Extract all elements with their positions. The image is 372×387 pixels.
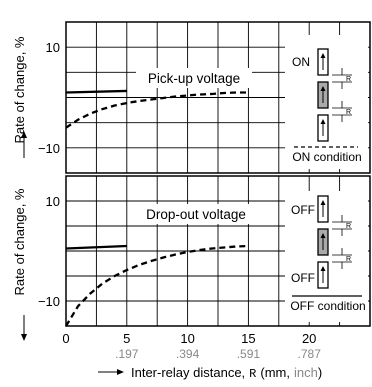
legend-off: OFF OFF R R OFF condition xyxy=(285,191,368,322)
x-tick-label-inch: .394 xyxy=(176,347,200,361)
legend-off-state-label-top: OFF xyxy=(291,203,315,217)
legend-off-relay-3-arrowhead xyxy=(320,266,326,271)
y-tick-label: −10 xyxy=(38,141,60,156)
x-tick-labels: 0 5.197 10.394 15.591 20.787 xyxy=(62,331,321,361)
bottom-y-arrow-head xyxy=(21,334,27,341)
bottom-title-background xyxy=(134,204,258,224)
top-panel-title: Pick-up voltage xyxy=(148,71,240,86)
y-tick-label: 10 xyxy=(46,40,60,55)
x-axis-arrow-head xyxy=(117,369,124,375)
legend-on-gap-1-r: R xyxy=(346,76,351,83)
bottom-y-axis-label: Rate of change, % xyxy=(12,188,27,295)
x-tick-label-inch: .787 xyxy=(298,347,322,361)
legend-on: ON R R ON condition xyxy=(285,35,368,169)
legend-on-state-label: ON xyxy=(292,55,310,69)
legend-off-gap-2-r: R xyxy=(346,256,351,263)
legend-on-relay-2-arrowhead xyxy=(320,86,326,91)
series-solid-bottom xyxy=(65,244,127,250)
legend-on-relay-3-arrowhead xyxy=(320,119,326,124)
legend-on-gap-2-r: R xyxy=(346,109,351,116)
legend-off-condition: OFF condition xyxy=(290,299,365,313)
legend-on-condition: ON condition xyxy=(292,150,361,164)
top-title-background xyxy=(136,68,252,88)
x-tick-label-inch: .197 xyxy=(115,347,139,361)
legend-off-gap-1-r: R xyxy=(346,223,351,230)
top-y-axis-label: Rate of change, % xyxy=(12,36,27,143)
bottom-y-axis-label-group: Rate of change, % xyxy=(12,188,27,295)
x-tick-label: 0 xyxy=(62,331,69,346)
x-tick-label-inch: .591 xyxy=(237,347,261,361)
y-tick-label: −10 xyxy=(38,294,60,309)
top-y-axis-label-group: Rate of change, % xyxy=(12,36,27,143)
x-tick-label: 5 xyxy=(123,331,130,346)
top-series xyxy=(65,89,249,129)
legend-off-relay-2-arrowhead xyxy=(320,233,326,238)
top-y-arrow-head xyxy=(21,131,27,138)
x-axis-label-var: R xyxy=(249,367,256,381)
y-tick-label: 10 xyxy=(46,194,60,209)
x-axis-label-mm: (mm, xyxy=(260,365,290,380)
x-axis-label: Inter-relay distance, R (mm, inch) xyxy=(131,365,322,381)
series-solid-top xyxy=(65,89,127,94)
x-tick-label: 10 xyxy=(180,331,194,346)
x-tick-label: 20 xyxy=(302,331,316,346)
bottom-series xyxy=(65,244,249,327)
x-tick-label: 15 xyxy=(241,331,255,346)
y-tick-labels: 10 −10 10 −10 xyxy=(38,40,60,309)
legend-off-state-label-bottom: OFF xyxy=(291,271,315,285)
series-dashed-top xyxy=(65,91,249,129)
legend-off-relay-1-arrowhead xyxy=(320,200,326,205)
x-axis-label-prefix: Inter-relay distance, xyxy=(131,365,245,380)
bottom-y-arrow-group xyxy=(21,315,27,341)
x-axis-label-inch: inch xyxy=(294,365,318,380)
top-y-arrow-group xyxy=(21,131,27,158)
bottom-panel-title: Drop-out voltage xyxy=(146,207,246,222)
legend-on-relay-1-arrowhead xyxy=(320,53,326,58)
x-axis-label-close: ) xyxy=(318,365,322,380)
